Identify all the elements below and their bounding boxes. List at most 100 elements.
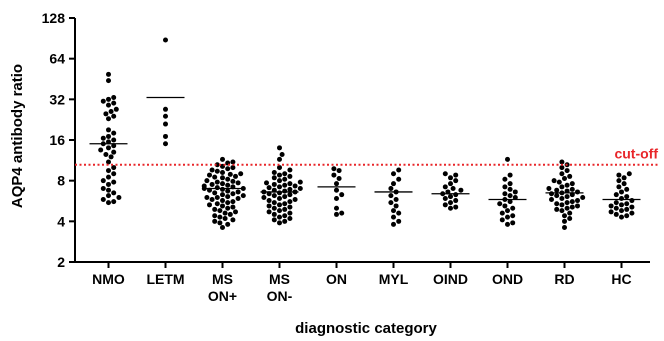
data-points [98,37,634,230]
data-point [287,205,292,210]
data-point [225,177,230,182]
data-point [106,134,111,139]
data-point [448,200,453,205]
data-point [163,141,168,146]
data-point [293,184,298,189]
data-point [215,201,220,206]
data-point [217,215,222,220]
data-point [552,178,557,183]
data-point [233,174,238,179]
data-point [282,207,287,212]
data-point [225,222,230,227]
data-point [282,171,287,176]
data-point [111,150,116,155]
data-point [106,116,111,121]
data-point [277,178,282,183]
data-point [287,199,292,204]
data-point [272,175,277,180]
data-point [580,195,585,200]
data-point [629,198,634,203]
data-point [230,205,235,210]
data-point [443,184,448,189]
data-point [163,107,168,112]
data-point [388,193,393,198]
data-point [570,187,575,192]
y-tick-label: 8 [57,173,65,189]
data-point [557,180,562,185]
data-point [225,166,230,171]
data-point [111,95,116,100]
data-point [619,196,624,201]
data-point [106,145,111,150]
data-point [220,225,225,230]
data-point [565,206,570,211]
data-point [624,194,629,199]
data-point [277,208,282,213]
data-point [163,37,168,42]
data-point [106,97,111,102]
data-point [508,193,513,198]
data-point [225,206,230,211]
y-tick-label: 2 [57,254,65,270]
data-point [559,208,564,213]
category-label: LETM [146,271,184,287]
data-point [448,206,453,211]
data-point [111,131,116,136]
data-point [508,181,513,186]
data-point [614,206,619,211]
data-point [567,211,572,216]
data-point [215,180,220,185]
data-point [106,200,111,205]
data-point [559,165,564,170]
data-point [272,217,277,222]
data-point [106,188,111,193]
data-point [220,170,225,175]
data-point [267,185,272,190]
data-point [624,213,629,218]
y-tick-label: 4 [57,213,65,229]
data-point [220,192,225,197]
data-point [282,213,287,218]
data-point [502,177,507,182]
data-point [202,184,207,189]
data-point [98,147,103,152]
data-point [228,172,233,177]
data-point [565,168,570,173]
category-label: ON- [267,288,293,304]
data-point [215,169,220,174]
category-label: MYL [379,271,409,287]
data-point [575,203,580,208]
data-point [280,152,285,157]
data-point [565,194,570,199]
data-point [510,213,515,218]
data-point [277,157,282,162]
data-point [212,175,217,180]
y-tick-label: 64 [49,51,65,67]
data-point [101,186,106,191]
y-ticks: 248163264128 [42,10,75,270]
data-point [111,171,116,176]
data-point [272,206,277,211]
data-point [554,188,559,193]
data-point [559,171,564,176]
data-point [241,193,246,198]
data-point [448,175,453,180]
data-point [453,205,458,210]
data-point [570,199,575,204]
data-point [220,198,225,203]
data-point [388,200,393,205]
data-point [614,200,619,205]
data-point [609,209,614,214]
data-point [339,192,344,197]
data-point [217,220,222,225]
data-point [272,212,277,217]
data-point [101,136,106,141]
data-point [331,166,336,171]
data-point [106,168,111,173]
data-point [106,127,111,132]
data-point [391,181,396,186]
data-point [453,173,458,178]
data-point [101,197,106,202]
data-point [277,165,282,170]
data-point [272,182,277,187]
